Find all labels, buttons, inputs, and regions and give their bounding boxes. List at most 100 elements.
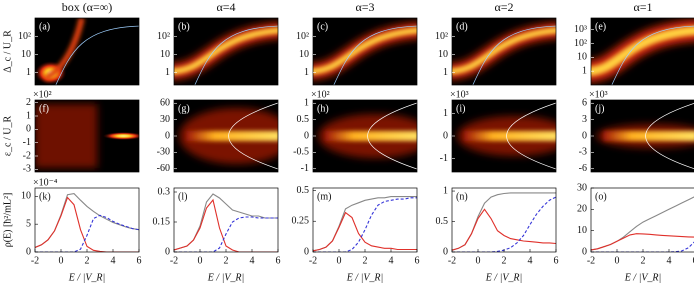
plot-area xyxy=(35,100,139,172)
plot-area xyxy=(452,188,556,252)
y-tick-label: 0.5 xyxy=(297,185,310,196)
panel-label: (j) xyxy=(595,103,604,114)
axes-border xyxy=(451,187,557,253)
x-tick-label: 2 xyxy=(224,255,229,266)
y-tick-label: 1 xyxy=(26,67,31,78)
y-tick-label: 1 xyxy=(304,98,309,109)
axes-border xyxy=(173,187,279,253)
x-axis-label: E / |V_R| xyxy=(485,272,523,283)
y-tick-label: 0.25 xyxy=(292,216,310,227)
plot-area xyxy=(452,100,556,172)
y-tick-label: 20 xyxy=(577,204,587,215)
y-tick-label: 30 xyxy=(577,182,587,193)
axes-border xyxy=(34,99,140,173)
reference-curve xyxy=(367,102,417,170)
heatmap-band xyxy=(35,104,98,168)
panel-label: (a) xyxy=(39,21,50,32)
series-line xyxy=(313,211,417,252)
x-tick-label: -2 xyxy=(448,255,456,266)
x-tick-label: -2 xyxy=(309,255,317,266)
y-tick-label: 2 xyxy=(26,97,31,108)
panel-label: (o) xyxy=(595,191,607,202)
series-line xyxy=(35,214,139,252)
y-tick-label: -3 xyxy=(579,147,587,158)
y-tick-label: 0 xyxy=(443,130,448,141)
plot-area xyxy=(313,18,417,85)
y-tick-label: 0.15 xyxy=(153,216,171,227)
x-tick-label: 0 xyxy=(476,255,481,266)
plot-area xyxy=(591,188,694,252)
reference-curve xyxy=(194,25,278,85)
y-tick-label: 10 xyxy=(438,49,448,60)
y-tick-label: 0 xyxy=(304,246,309,257)
x-tick-label: -2 xyxy=(587,255,595,266)
y-tick-label: 30 xyxy=(160,114,170,125)
panel-label: (n) xyxy=(456,191,468,202)
column-title: α=1 xyxy=(633,0,652,14)
axes-border xyxy=(590,17,694,86)
axes-border xyxy=(590,187,694,253)
x-tick-label: 6 xyxy=(693,255,694,266)
x-tick-label: 4 xyxy=(528,255,533,266)
y-tick-label: 0 xyxy=(582,246,587,257)
plot-frame xyxy=(35,188,139,252)
axes-border xyxy=(451,17,557,86)
panel: 1 10 10² α=2 (d) xyxy=(435,0,557,86)
x-tick-label: 0 xyxy=(615,255,620,266)
reference-curve xyxy=(333,25,417,85)
x-tick-label: 0 xyxy=(59,255,64,266)
y-tick-label: 1 xyxy=(26,110,31,121)
plot-area xyxy=(35,18,139,85)
y-tick-label: 60 xyxy=(160,98,170,109)
x-tick-label: 2 xyxy=(502,255,507,266)
panel: -1 -0.5 0 0.5 1×10² (h) xyxy=(293,89,418,174)
x-tick-label: 6 xyxy=(137,255,142,266)
panel: 1 10 10² α=4 (b) xyxy=(157,0,279,86)
y-tick-label: 10 xyxy=(160,49,170,60)
y-tick-label: 6 xyxy=(582,98,587,109)
x-axis-label: E / |V_R| xyxy=(68,272,106,283)
panel: -2 0 2 4 6E / |V_R|00.250.5(m) xyxy=(292,185,420,284)
plot-frame xyxy=(174,188,278,252)
heatmap-band xyxy=(325,131,417,141)
y-axis-label: ρ(E) [ħ²/mL²] xyxy=(2,193,13,248)
x-tick-label: -2 xyxy=(31,255,39,266)
y-tick-label: 0 xyxy=(443,246,448,257)
heatmap-glow xyxy=(452,27,556,75)
x-tick-label: 2 xyxy=(85,255,90,266)
x-tick-label: 4 xyxy=(250,255,255,266)
panel-label: (c) xyxy=(317,21,328,32)
y-tick-label: -1 xyxy=(23,137,31,148)
panel-label: (d) xyxy=(456,21,468,32)
heatmap-band xyxy=(186,131,278,141)
series-line xyxy=(591,241,694,252)
y-tick-label: 0.5 xyxy=(297,114,310,125)
panel-label: (b) xyxy=(178,21,190,32)
y-tick-label: 10² xyxy=(18,31,31,42)
x-tick-label: 6 xyxy=(276,255,281,266)
y-tick-label: 3 xyxy=(582,114,587,125)
y-tick-label: 1 xyxy=(304,67,309,78)
heatmap-band xyxy=(603,131,694,141)
plot-area xyxy=(174,188,278,252)
panel: -2 0 2 4 6E / |V_R|00.51(n) xyxy=(436,185,559,283)
axes-border xyxy=(312,17,418,86)
y-exponent: ×10² xyxy=(33,89,52,100)
y-tick-label: 1 xyxy=(443,185,448,196)
column-title: box (α=∞) xyxy=(62,0,113,14)
series-line xyxy=(174,216,278,252)
y-tick-label: 0 xyxy=(26,246,31,257)
panel: 1 10 10² α=3 (c) xyxy=(296,0,418,86)
heatmap-glow xyxy=(174,27,278,75)
column-title: α=3 xyxy=(355,0,374,14)
y-tick-label: 5 xyxy=(26,218,31,229)
y-tick-label: 0 xyxy=(26,124,31,135)
panel: -60 -30 0 30 60 (g) xyxy=(157,98,279,174)
reference-curve xyxy=(506,102,556,170)
panel-label: (h) xyxy=(317,103,329,114)
panel: 1 10 10² 10³ α=1 (e) xyxy=(574,0,694,86)
heatmap-glow xyxy=(313,27,417,75)
